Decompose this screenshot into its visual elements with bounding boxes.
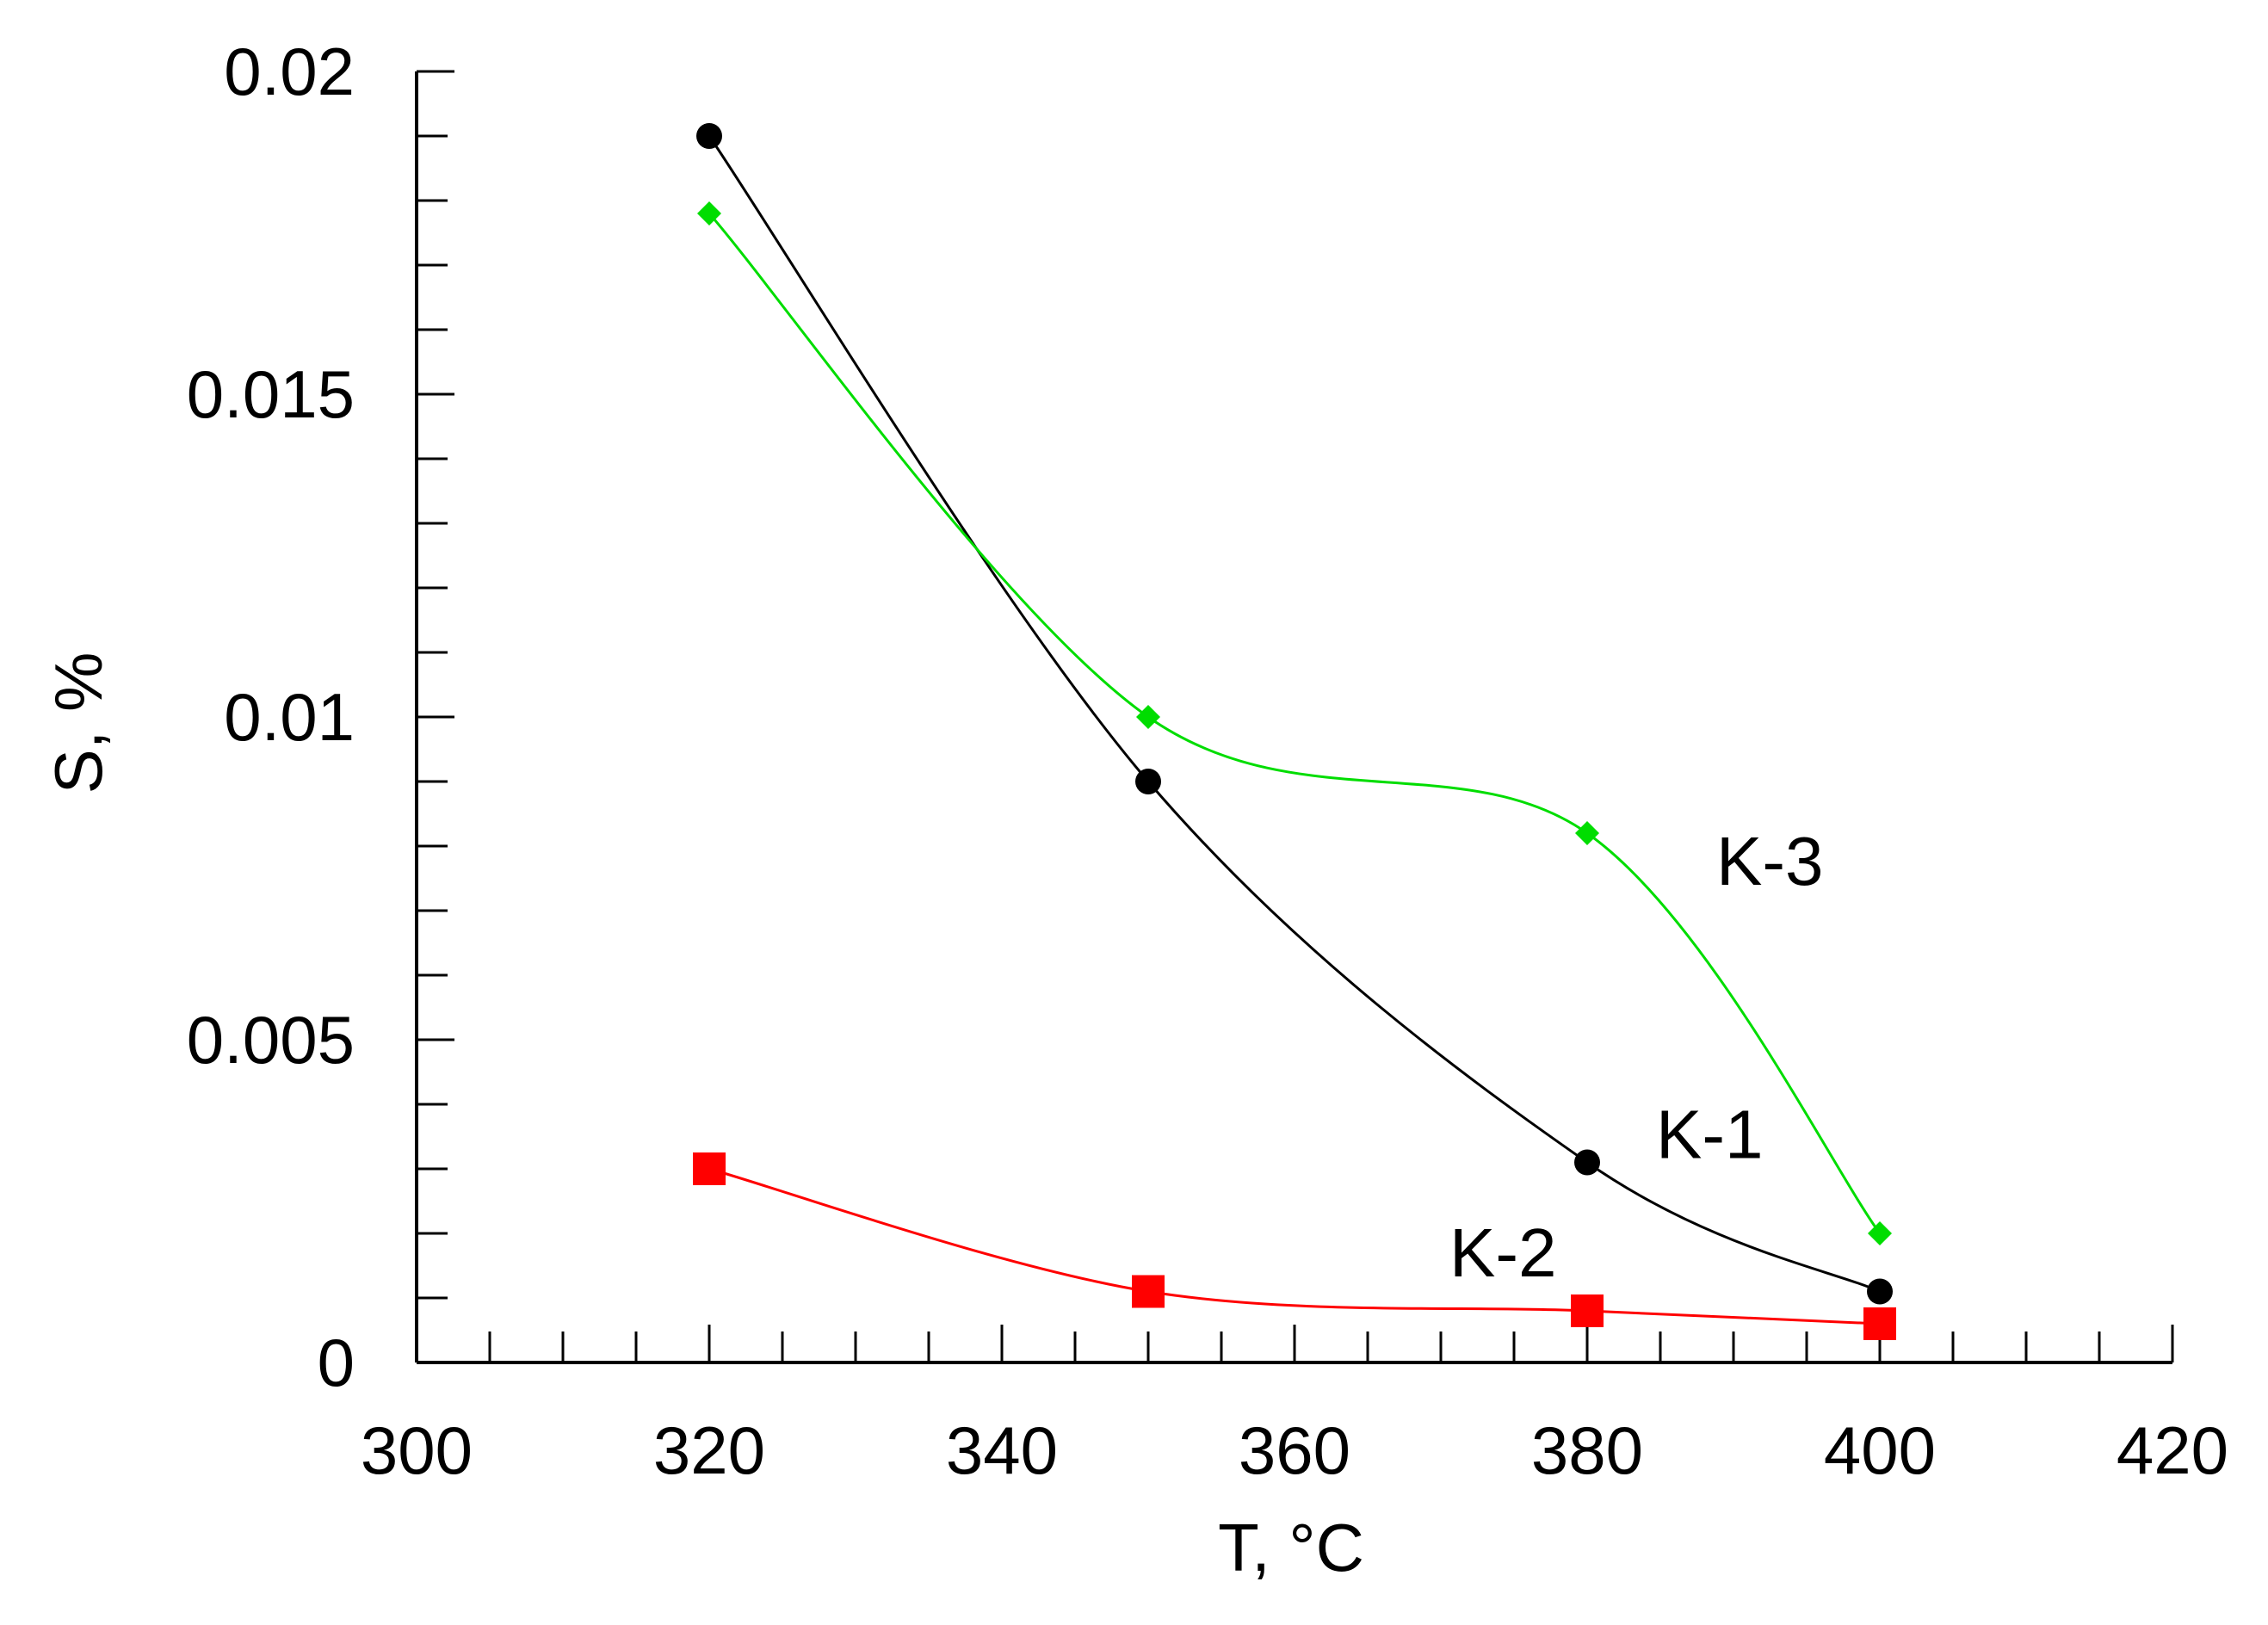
- x-tick-label: 340: [946, 1412, 1058, 1488]
- series-line-k-2: [708, 1167, 1881, 1325]
- x-axis-title: T, °C: [1218, 1510, 1364, 1585]
- axes: [415, 70, 2174, 1364]
- data-point-k-1: [696, 123, 722, 149]
- y-tick-label: 0.02: [224, 34, 355, 109]
- series-curves: [708, 135, 1882, 1325]
- x-tick-label: 320: [653, 1412, 765, 1488]
- x-tick-label: 360: [1239, 1412, 1350, 1488]
- series-line-k-3: [708, 213, 1882, 1234]
- data-point-k-2: [693, 1152, 726, 1185]
- series-markers: [693, 123, 1896, 1340]
- data-point-k-3: [1868, 1221, 1892, 1245]
- series-label-k-2: K-2: [1449, 1214, 1557, 1291]
- y-tick-label: 0: [318, 1325, 355, 1400]
- series-labels: K-1 K-2 K-3: [1449, 823, 1824, 1291]
- series-label-k-1: K-1: [1656, 1097, 1764, 1173]
- y-tick-labels: 0 0.005 0.01 0.015 0.02: [187, 34, 355, 1400]
- data-point-k-3: [1136, 705, 1160, 729]
- data-point-k-3: [697, 201, 721, 226]
- y-tick-label: 0.005: [187, 1002, 355, 1078]
- x-tick-label: 300: [361, 1412, 473, 1488]
- data-point-k-1: [1135, 769, 1161, 794]
- x-tick-label: 420: [2117, 1412, 2228, 1488]
- series-line-k-1: [708, 135, 1881, 1293]
- data-point-k-3: [1575, 821, 1599, 845]
- y-tick-label: 0.01: [224, 679, 355, 755]
- y-axis-title: S, %: [40, 652, 116, 794]
- data-point-k-2: [1571, 1294, 1604, 1327]
- y-tick-label: 0.015: [187, 356, 355, 432]
- data-point-k-2: [1863, 1307, 1896, 1340]
- data-point-k-1: [1867, 1278, 1893, 1305]
- data-point-k-2: [1132, 1275, 1165, 1308]
- x-tick-label: 400: [1824, 1412, 1936, 1488]
- x-tick-labels: 300 320 340 360 380 400 420: [361, 1412, 2228, 1488]
- x-tick-label: 380: [1531, 1412, 1643, 1488]
- data-point-k-1: [1574, 1149, 1600, 1176]
- series-label-k-3: K-3: [1716, 823, 1824, 899]
